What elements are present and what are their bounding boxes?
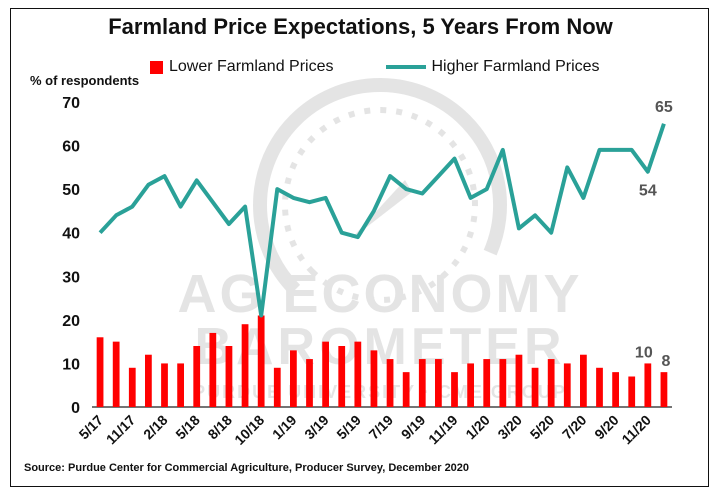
bar-lower-4 [161,363,168,407]
bar-lower-3 [145,354,152,407]
x-tick-label: 9/20 [591,412,622,443]
bar-lower-32 [612,372,619,407]
bar-lower-1 [112,341,120,407]
y-tick-label: 30 [62,269,80,286]
bar-lower-29 [563,363,571,407]
y-axis-label: % of respondents [30,73,140,88]
x-tick-label: 2/18 [140,412,171,443]
bar-lower-19 [402,372,410,407]
x-tick-label: 1/19 [269,412,300,443]
bar-lower-35 [660,372,668,407]
bar-lower-34 [644,363,652,407]
bar-lower-11 [273,367,281,407]
chart-title: Farmland Price Expectations, 5 Years Fro… [108,14,613,39]
bar-lower-5 [177,363,184,407]
bar-lower-33 [628,376,636,407]
bar-lower-21 [435,359,442,407]
x-tick-label: 8/18 [204,412,235,443]
bar-lower-0 [96,337,104,407]
bar-lower-15 [338,346,346,407]
bar-lower-30 [580,354,587,407]
watermark-gauge [253,77,507,332]
y-tick-label: 10 [62,356,80,373]
watermark-gauge-inner [282,106,478,303]
annotation-label: 10 [635,344,653,361]
bar-lower-8 [225,346,233,407]
bar-lower-14 [322,341,329,407]
bar-lower-22 [451,372,458,407]
x-tick-label: 5/20 [527,412,558,443]
bar-lower-26 [515,354,523,407]
line-series-higher [98,123,666,318]
line-higher-path [98,123,666,318]
chart-legend: Lower Farmland Prices Higher Farmland Pr… [150,58,600,76]
x-tick-label: 5/19 [333,412,364,443]
x-tick-label: 11/19 [425,412,461,448]
legend-label-lower: Lower Farmland Prices [169,58,334,75]
axes: 0 10 20 30 40 50 60 70 [62,95,672,417]
y-tick-label: 40 [62,226,80,243]
bar-lower-24 [483,359,491,407]
bar-lower-20 [418,359,426,407]
x-tick-label: 3/20 [494,412,525,443]
bar-lower-28 [547,359,555,407]
annotation-label: 8 [661,353,670,370]
y-tick-label: 60 [62,139,80,156]
x-tick-label: 7/19 [366,412,397,443]
x-tick-label: 11/20 [618,412,654,448]
x-tick-label: 9/19 [398,412,429,443]
bar-lower-9 [241,324,249,407]
legend-swatch-lower [150,60,163,74]
x-tick-label: 10/18 [231,412,267,448]
bar-lower-18 [386,359,394,407]
bar-lower-6 [193,346,201,407]
bar-lower-27 [531,367,539,407]
annotation-label: 65 [655,99,673,116]
bar-lower-2 [128,367,136,407]
watermark-line1: AG ECONOMY [177,264,582,324]
bar-lower-16 [354,341,362,407]
x-tick-label: 7/20 [559,412,590,443]
x-tick-label: 5/18 [172,412,203,443]
watermark: AG ECONOMY BAROMETER PURDUE UNIVERSITY ·… [177,77,582,402]
x-tick-label: 11/17 [103,412,139,448]
bar-lower-10 [257,315,265,407]
y-tick-label: 20 [62,313,80,330]
annotation-label: 54 [639,183,657,200]
bar-lower-25 [499,359,507,407]
y-tick-label: 70 [62,95,80,112]
bar-series-lower [96,315,668,407]
bar-lower-17 [370,350,378,407]
bar-lower-31 [596,367,603,407]
source-note: Source: Purdue Center for Commercial Agr… [24,462,470,474]
watermark-line2: BAROMETER [194,318,565,376]
x-tick-label: 5/17 [76,412,107,443]
legend-label-higher: Higher Farmland Prices [431,58,600,75]
x-tick-label: 1/20 [462,412,493,443]
bar-lower-7 [209,332,217,407]
y-tick-label: 50 [62,182,80,199]
legend-swatch-higher [385,65,426,69]
bar-lower-12 [290,350,297,407]
bar-lower-13 [306,359,313,407]
watermark-line3: PURDUE UNIVERSITY · CME GROUP [193,382,567,402]
x-tick-label: 3/19 [301,412,332,443]
bar-lower-23 [467,363,474,407]
y-tick-label: 0 [71,400,80,417]
data-annotations: 65 54 10 8 [635,99,673,370]
